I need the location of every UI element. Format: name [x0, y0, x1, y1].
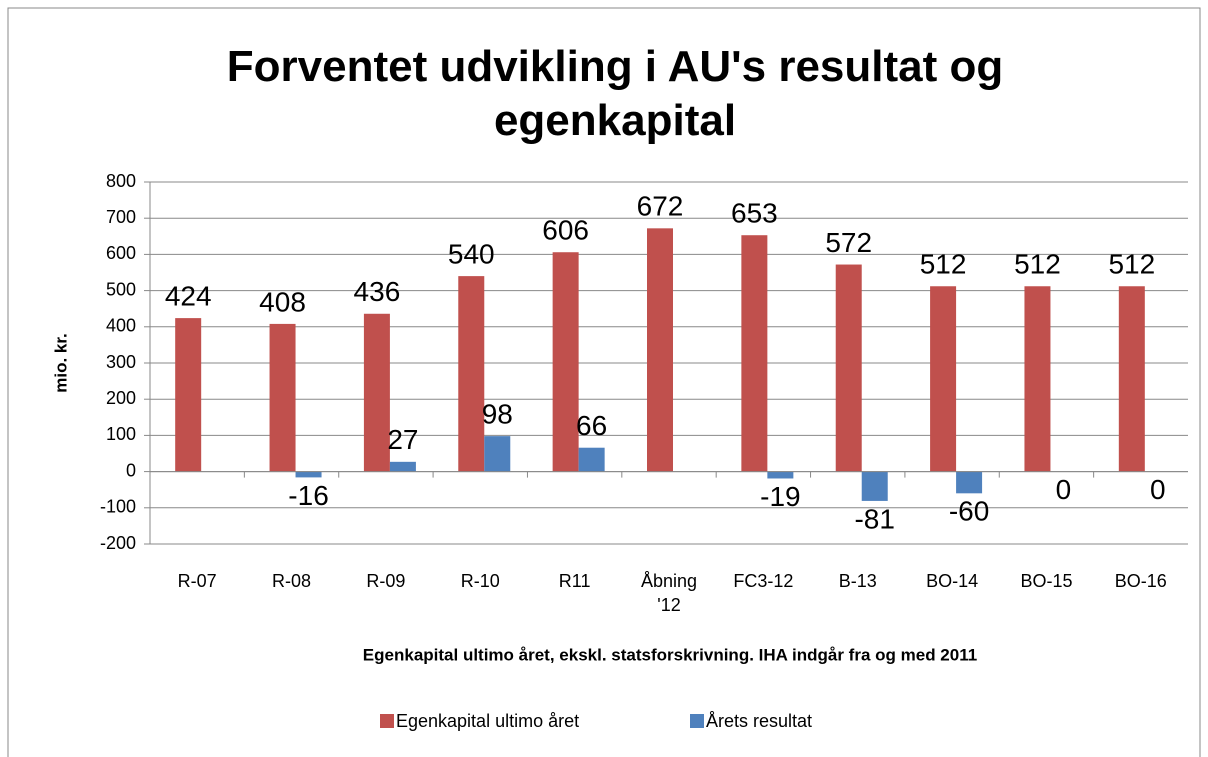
bar [552, 252, 579, 472]
data-label: 424 [165, 281, 212, 312]
data-label: 653 [731, 198, 778, 229]
data-label: 408 [259, 286, 306, 317]
y-tick-label: -100 [100, 497, 136, 517]
data-label: 512 [920, 249, 967, 280]
data-label: 66 [576, 410, 607, 441]
bar [767, 471, 794, 479]
data-label: 512 [1108, 249, 1155, 280]
y-tick-label: 200 [106, 388, 136, 408]
data-label: 436 [354, 276, 401, 307]
y-axis-label: mio. kr. [51, 333, 70, 393]
data-label: -81 [854, 503, 894, 534]
y-tick-label: 700 [106, 207, 136, 227]
bar [389, 461, 416, 472]
data-label: -19 [760, 481, 800, 512]
data-label: -16 [288, 480, 328, 511]
bar [835, 264, 862, 472]
x-axis-label: Egenkapital ultimo året, ekskl. statsfor… [363, 645, 977, 664]
y-tick-label: 600 [106, 243, 136, 263]
bar [458, 276, 485, 472]
legend-swatch [380, 714, 394, 728]
y-tick-label: 100 [106, 424, 136, 444]
legend-label: Egenkapital ultimo året [396, 711, 579, 731]
bar [175, 318, 202, 472]
bar [363, 313, 390, 472]
data-label: 0 [1056, 474, 1072, 505]
frame [7, 7, 1201, 757]
data-label: 572 [825, 227, 872, 258]
bar [1118, 286, 1145, 472]
bar [741, 235, 768, 472]
bar [956, 471, 983, 494]
x-tick-label: Åbning '12 [640, 571, 698, 615]
bar [484, 436, 511, 472]
chart-title: Forventet udvikling i AU's resultat og e… [226, 42, 1004, 145]
x-tick-label: BO-15 [1020, 571, 1073, 591]
y-tick-label: 800 [106, 171, 136, 191]
bar [861, 471, 888, 501]
data-label: 672 [637, 191, 684, 222]
data-label: 27 [387, 424, 418, 455]
bar [930, 286, 957, 472]
x-tick-label: B-13 [838, 571, 877, 591]
legend-swatch [690, 714, 704, 728]
x-tick-label: R11 [558, 571, 591, 591]
data-label: 512 [1014, 249, 1061, 280]
x-tick-label: R-07 [177, 571, 217, 591]
data-label: 98 [482, 399, 513, 430]
bar [269, 323, 296, 472]
data-label: -60 [949, 496, 989, 527]
x-tick-label: BO-14 [926, 571, 979, 591]
bar [1024, 286, 1051, 472]
y-tick-label: -200 [100, 533, 136, 553]
y-tick-label: 400 [106, 316, 136, 336]
x-tick-label: BO-16 [1114, 571, 1167, 591]
data-label: 606 [542, 215, 589, 246]
y-tick-label: 500 [106, 279, 136, 299]
x-tick-label: FC3-12 [733, 571, 794, 591]
bar [578, 447, 605, 472]
bar [647, 228, 673, 472]
x-tick-label: R-09 [366, 571, 406, 591]
bar [295, 471, 322, 478]
y-tick-label: 0 [126, 460, 136, 480]
data-label: 540 [448, 239, 495, 270]
x-tick-label: R-10 [460, 571, 500, 591]
x-tick-label: R-08 [272, 571, 312, 591]
y-tick-label: 300 [106, 352, 136, 372]
legend-label: Årets resultat [706, 711, 812, 731]
data-label: 0 [1150, 474, 1166, 505]
